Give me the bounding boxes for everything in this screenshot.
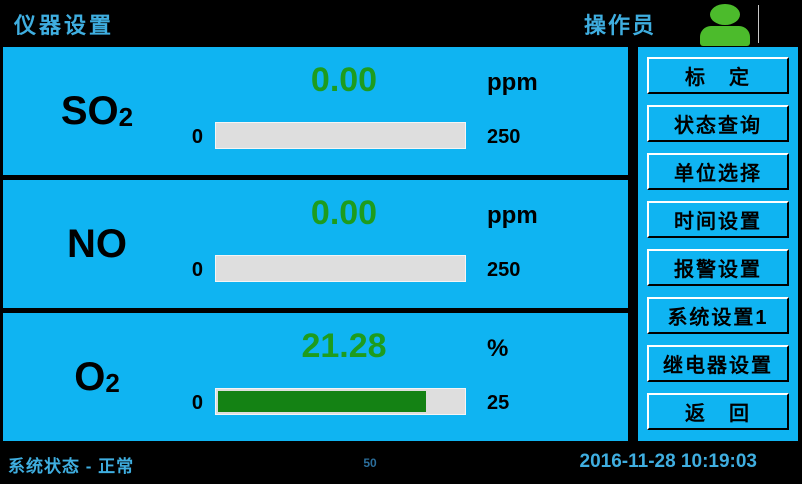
status-query-button[interactable]: 状态查询 xyxy=(647,105,789,142)
gas-name-so2: SO 2 xyxy=(60,88,134,133)
header-right: 操作员 xyxy=(584,0,802,47)
alarm-settings-button[interactable]: 报警设置 xyxy=(647,249,789,286)
range-max-so2: 250 xyxy=(487,126,521,148)
sidebar-menu: 标 定 状态查询 单位选择 时间设置 报警设置 系统设置1 继电器设置 返 回 xyxy=(638,47,798,441)
return-button[interactable]: 返 回 xyxy=(647,393,789,430)
system-settings1-button[interactable]: 系统设置1 xyxy=(647,297,789,334)
panel-so2: SO 2 0.00 ppm 0 250 xyxy=(3,47,628,175)
main-area: SO 2 0.00 ppm 0 250 NO 0.00 ppm 0 250 xyxy=(0,47,802,441)
panel-no: NO 0.00 ppm 0 250 xyxy=(3,180,628,308)
gas-panels: SO 2 0.00 ppm 0 250 NO 0.00 ppm 0 250 xyxy=(3,47,628,441)
gas-unit-so2: ppm xyxy=(487,69,538,96)
operator-person-icon[interactable] xyxy=(698,3,752,46)
range-min-o2: 0 xyxy=(191,392,203,414)
gas-unit-o2: % xyxy=(487,335,509,362)
gauge-bar-fill-o2 xyxy=(218,391,427,412)
gas-value-so2: 0.00 xyxy=(310,61,378,99)
gauge-bar-o2 xyxy=(215,388,466,415)
user-role-label: 操作员 xyxy=(583,12,656,38)
unit-select-button[interactable]: 单位选择 xyxy=(647,153,789,190)
gas-unit-no: ppm xyxy=(487,202,538,229)
header-divider xyxy=(758,4,759,43)
footer-center-value: 50 xyxy=(363,456,377,470)
time-settings-button[interactable]: 时间设置 xyxy=(647,201,789,238)
gas-value-o2: 21.28 xyxy=(301,327,387,365)
relay-settings-button[interactable]: 继电器设置 xyxy=(647,345,789,382)
gas-name-no: NO xyxy=(31,180,163,308)
gas-value-no: 0.00 xyxy=(310,194,378,232)
header-bar: 仪器设置 操作员 xyxy=(0,0,802,47)
range-max-no: 250 xyxy=(487,259,521,281)
person-icon-torso xyxy=(700,25,750,46)
range-max-o2: 25 xyxy=(487,392,510,414)
gas-base: SO xyxy=(60,88,119,133)
person-icon-head xyxy=(710,3,740,25)
range-min-no: 0 xyxy=(191,259,203,281)
gas-base: O xyxy=(74,354,106,399)
status-bar: 系统状态 - 正常 50 2016-11-28 10:19:03 xyxy=(0,441,802,484)
system-status-text: 系统状态 - 正常 xyxy=(8,457,135,476)
datetime-display: 2016-11-28 10:19:03 xyxy=(579,451,757,472)
gauge-bar-no xyxy=(215,255,466,282)
gas-base: NO xyxy=(67,221,127,266)
range-min-so2: 0 xyxy=(191,126,203,148)
gauge-bar-so2 xyxy=(215,122,466,149)
calibration-button[interactable]: 标 定 xyxy=(647,57,789,94)
page-title: 仪器设置 xyxy=(14,12,115,38)
